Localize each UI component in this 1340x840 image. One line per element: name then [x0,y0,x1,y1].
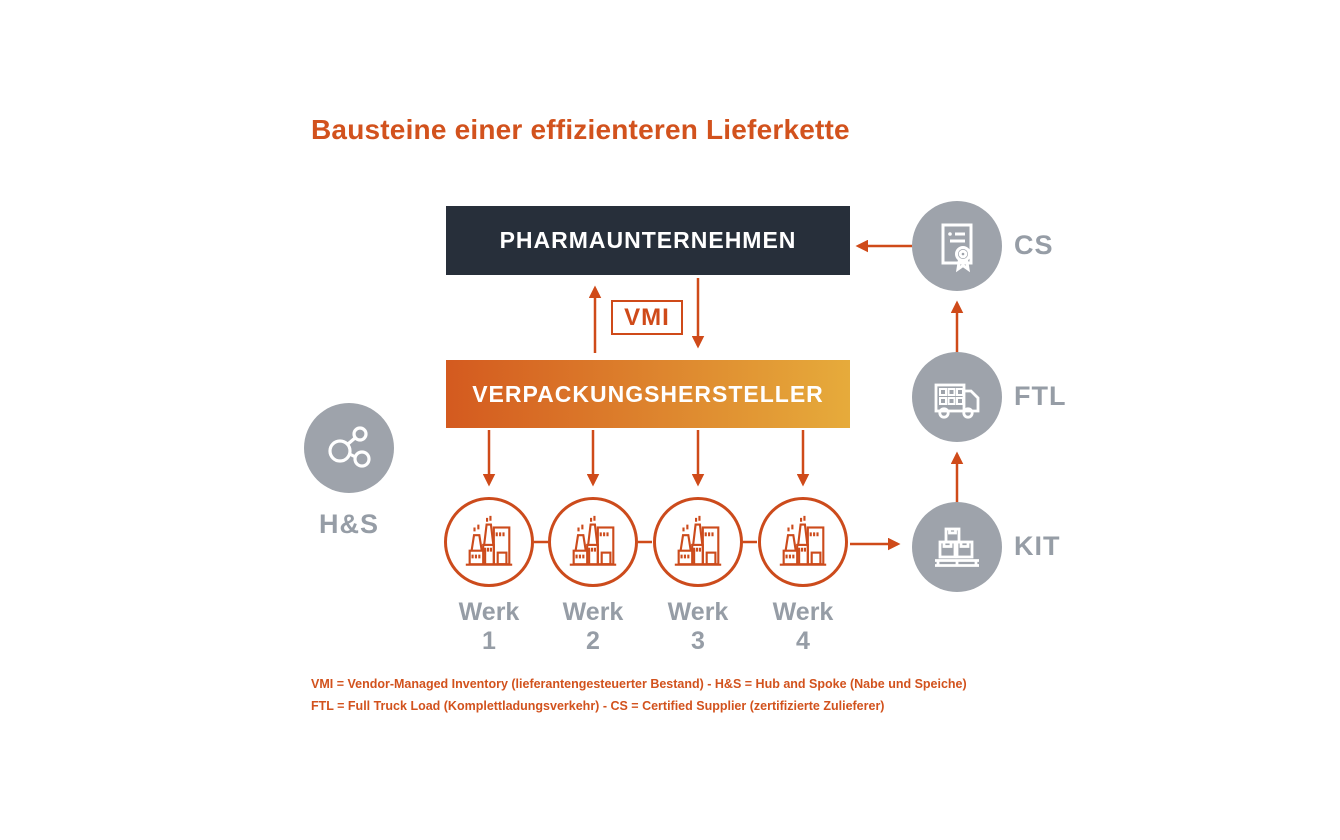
plant-circle [653,497,743,587]
pharma-company-label: PHARMAUNTERNEHMEN [499,227,797,253]
kit-label: KIT [1014,531,1061,561]
pharma-company-box: PHARMAUNTERNEHMEN [446,206,850,275]
plant-node-1: Werk 1 [444,497,534,656]
plant-circle [444,497,534,587]
factory-icon [779,515,827,566]
certificate-icon [941,223,973,273]
factory-icon [674,515,722,566]
plant-label: Werk 3 [667,598,729,655]
plant-node-3: Werk 3 [653,497,743,656]
hub-and-spoke-circle [304,403,394,493]
legend: VMI = Vendor-Managed Inventory (lieferan… [311,673,967,717]
plant-label: Werk 2 [562,598,624,655]
plant-label: Werk 1 [458,598,520,655]
ftl-label: FTL [1014,381,1067,411]
truck-icon [934,383,980,419]
vmi-label-box: VMI [611,300,683,335]
pallet-boxes-icon [935,527,979,567]
factory-icon [569,515,617,566]
ftl-circle [912,352,1002,442]
packaging-manufacturer-label: VERPACKUNGSHERSTELLER [472,380,824,407]
hub-label: H&S [318,509,379,539]
legend-line-2: FTL = Full Truck Load (Komplettladungsve… [311,699,885,713]
cs-label: CS [1014,230,1054,260]
vmi-label: VMI [624,303,670,331]
plant-node-4: Werk 4 [758,497,848,656]
kit-circle [912,502,1002,592]
plant-node-2: Werk 2 [548,497,638,656]
factory-icon [465,515,513,566]
plant-circle [758,497,848,587]
hub-and-spoke-icon [328,426,371,468]
plant-circle [548,497,638,587]
diagram-title: Bausteine einer effizienteren Lieferkett… [311,114,850,145]
packaging-manufacturer-box: VERPACKUNGSHERSTELLER [446,360,850,428]
plant-label: Werk 4 [772,598,834,655]
legend-line-1: VMI = Vendor-Managed Inventory (lieferan… [311,677,967,691]
cs-circle [912,201,1002,291]
